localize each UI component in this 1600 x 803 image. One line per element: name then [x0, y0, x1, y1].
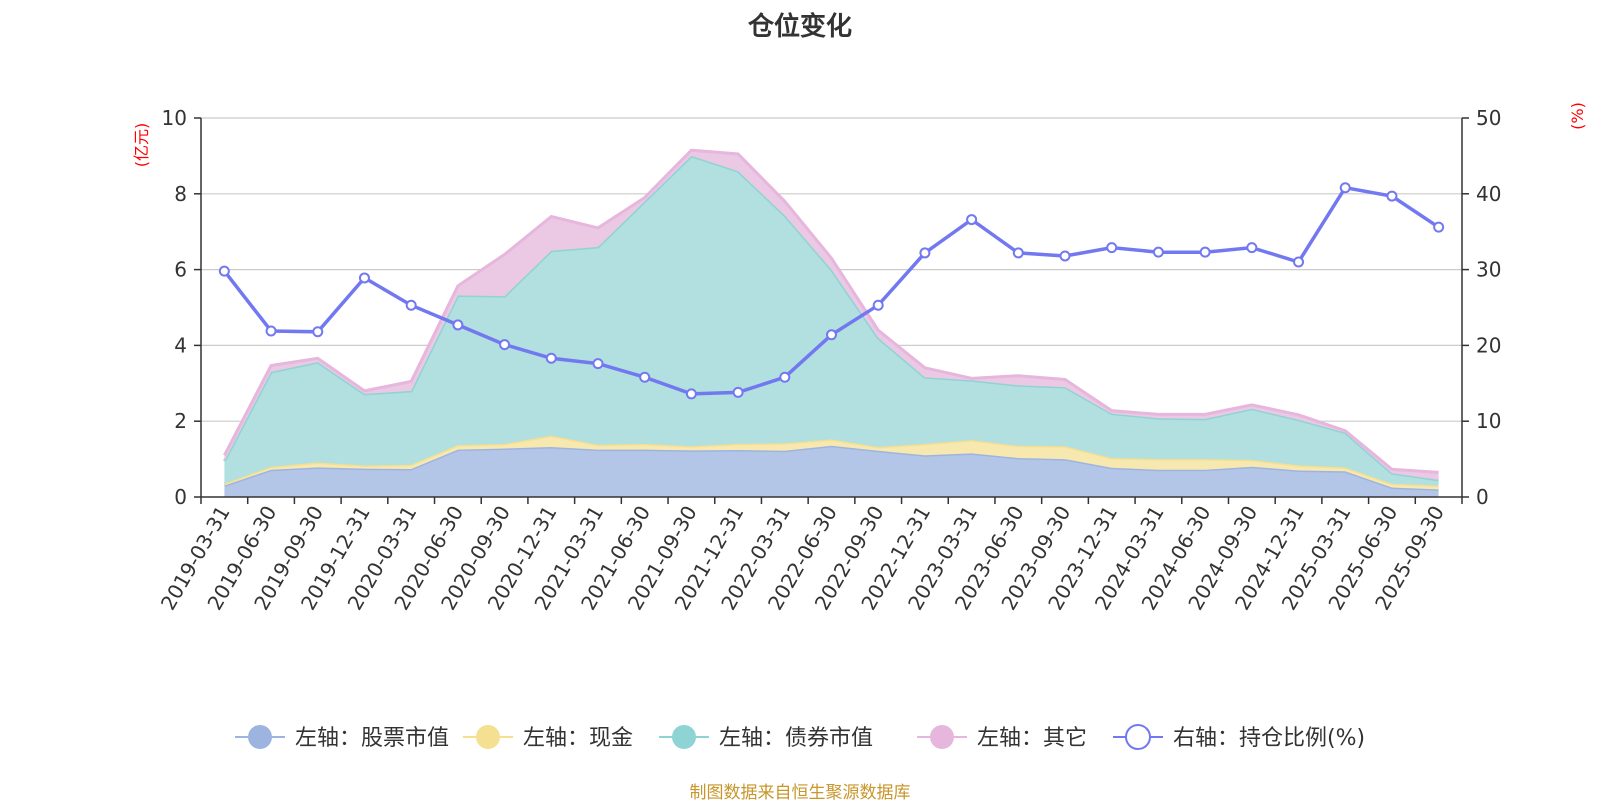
legend-marker [672, 725, 696, 749]
ratio-point[interactable] [732, 386, 744, 398]
legend-label: 左轴：股票市值 [295, 726, 449, 751]
area-fill [224, 435, 1439, 490]
legend-item[interactable]: 左轴：股票市值 [235, 725, 449, 751]
left-tick-label: 4 [174, 333, 187, 357]
ratio-point[interactable] [1106, 242, 1118, 254]
ratio-point[interactable] [1059, 250, 1071, 262]
ratio-point[interactable] [966, 214, 978, 226]
right-tick-label: 10 [1476, 409, 1501, 433]
left-tick-label: 8 [174, 182, 187, 206]
ratio-point[interactable] [1246, 242, 1258, 254]
ratio-point[interactable] [265, 325, 277, 337]
ratio-point[interactable] [405, 299, 417, 311]
chart-title: 仓位变化 [747, 12, 852, 42]
ratio-point[interactable] [1386, 190, 1398, 202]
left-tick-label: 6 [174, 258, 187, 282]
legend-marker [930, 725, 954, 749]
ratio-point[interactable] [499, 339, 511, 351]
ratio-point[interactable] [779, 371, 791, 383]
ratio-point[interactable] [872, 299, 884, 311]
legend-label: 左轴：现金 [523, 726, 633, 751]
legend-label: 左轴：其它 [977, 726, 1087, 751]
ratio-point[interactable] [1012, 247, 1024, 259]
right-tick-label: 50 [1476, 106, 1501, 130]
left-tick-label: 2 [174, 409, 187, 433]
left-axis-unit: (亿元) [132, 123, 151, 168]
legend-marker [248, 725, 272, 749]
legend-label: 右轴：持仓比例(%) [1173, 726, 1365, 751]
ratio-point[interactable] [312, 326, 324, 338]
ratio-point[interactable] [1293, 256, 1305, 268]
ratio-point[interactable] [218, 265, 230, 277]
ratio-point[interactable] [639, 371, 651, 383]
ratio-point[interactable] [545, 352, 557, 364]
legend-item[interactable]: 左轴：现金 [463, 725, 633, 751]
ratio-point[interactable] [1339, 182, 1351, 194]
area-fill [224, 445, 1439, 497]
ratio-point[interactable] [919, 247, 931, 259]
left-tick-label: 10 [162, 106, 187, 130]
ratio-point[interactable] [452, 319, 464, 331]
ratio-point[interactable] [1199, 246, 1211, 258]
ratio-point[interactable] [1152, 246, 1164, 258]
legend-marker [1125, 724, 1151, 750]
right-tick-label: 0 [1476, 485, 1489, 509]
legend-item[interactable]: 左轴：其它 [917, 725, 1087, 751]
area-layer [223, 148, 1439, 497]
ratio-line-layer [218, 182, 1445, 400]
right-axis-unit: (%) [1568, 102, 1587, 130]
ratio-point[interactable] [358, 272, 370, 284]
ratio-point[interactable] [685, 388, 697, 400]
ratio-point[interactable] [592, 358, 604, 370]
legend-marker [476, 725, 500, 749]
left-tick-label: 0 [174, 485, 187, 509]
right-tick-label: 40 [1476, 182, 1501, 206]
area-line [223, 148, 1439, 474]
legend-item[interactable]: 右轴：持仓比例(%) [1113, 724, 1365, 751]
legend-label: 左轴：债券市值 [719, 726, 873, 751]
right-tick-label: 30 [1476, 258, 1501, 282]
right-tick-label: 20 [1476, 333, 1501, 357]
legend-item[interactable]: 左轴：债券市值 [659, 725, 873, 751]
ratio-point[interactable] [826, 329, 837, 341]
legend: 左轴：股票市值 左轴：现金 左轴：债券市值 左轴：其它 右轴：持仓比例(%) [235, 724, 1365, 751]
ratio-point[interactable] [1433, 221, 1445, 233]
area-fill [224, 155, 1439, 486]
source-note: 制图数据来自恒生聚源数据库 [689, 783, 911, 803]
